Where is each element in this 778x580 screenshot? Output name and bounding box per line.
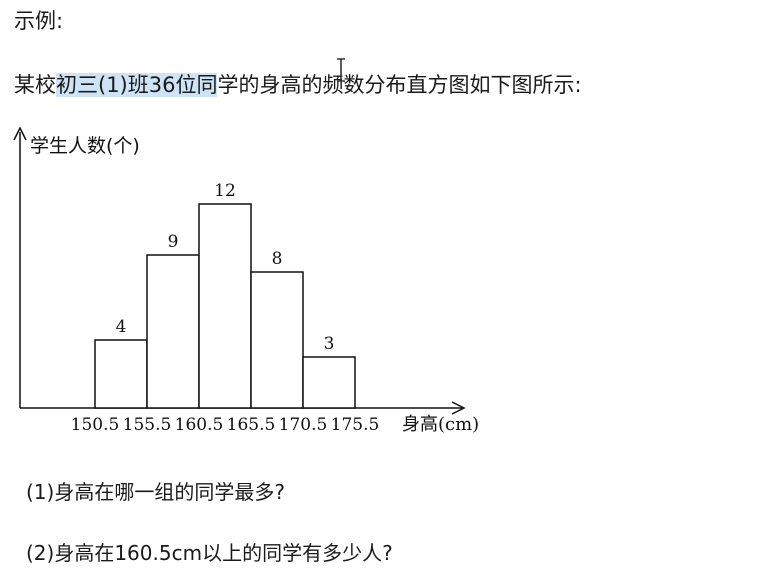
x-tick-label: 160.5 — [175, 415, 224, 435]
question-2: (2)身高在160.5cm以上的同学有多少人? — [26, 541, 393, 565]
x-axis-arrow-icon — [451, 401, 466, 415]
x-tick-label: 165.5 — [227, 415, 276, 435]
histogram-data-labels: 4 9 12 8 3 — [116, 181, 335, 354]
intro-highlight: 初三(1)班36位同 — [56, 73, 218, 97]
bar-data-label: 4 — [116, 317, 127, 337]
intro-after: 学的身高的频数分布直方图如下图所示: — [217, 73, 582, 97]
bar-data-label: 3 — [324, 334, 335, 354]
y-axis-label: 学生人数(个) — [30, 135, 140, 157]
x-tick-labels: 150.5 155.5 160.5 165.5 170.5 175.5 — [71, 415, 380, 435]
histogram-bar — [302, 356, 356, 409]
histogram-bar — [198, 203, 252, 409]
y-axis-arrow-icon — [13, 126, 27, 141]
x-tick-label: 150.5 — [71, 415, 120, 435]
example-label: 示例: — [14, 9, 64, 33]
bar-data-label: 12 — [214, 181, 236, 201]
histogram-bar — [146, 254, 200, 409]
histogram-chart: 学生人数(个) 身高(cm) 4 9 12 8 3 150.5 155.5 160.5 165… — [13, 126, 479, 435]
x-axis-label: 身高(cm) — [402, 414, 479, 435]
intro-text: 某校初三(1)班36位同学的身高的频数分布直方图如下图所示: — [14, 70, 582, 100]
bar-data-label: 9 — [168, 232, 179, 252]
histogram-bar — [94, 339, 148, 409]
question-1: (1)身高在哪一组的同学最多? — [26, 480, 285, 504]
x-tick-label: 170.5 — [279, 415, 328, 435]
x-tick-label: 155.5 — [123, 415, 172, 435]
histogram-bars — [94, 203, 356, 409]
bar-data-label: 8 — [272, 249, 283, 269]
intro-before: 某校 — [14, 73, 56, 97]
histogram-bar — [250, 271, 304, 409]
x-tick-label: 175.5 — [331, 415, 380, 435]
